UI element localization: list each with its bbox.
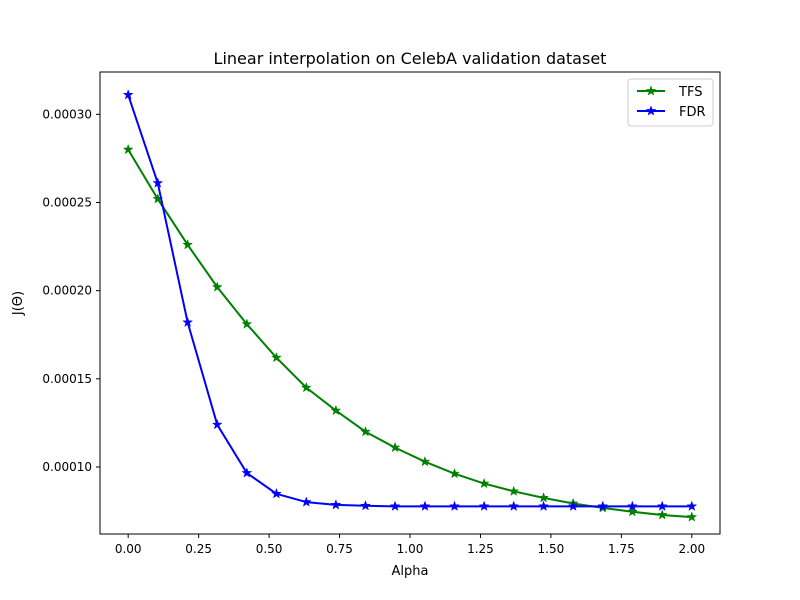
data-point — [478, 500, 490, 511]
data-point — [330, 499, 342, 510]
legend-marker — [645, 105, 657, 116]
x-tick-label: 0.25 — [185, 542, 212, 556]
y-tick-label: 0.00030 — [42, 107, 92, 121]
x-tick-label: 1.75 — [608, 542, 635, 556]
x-tick-label: 1.00 — [397, 542, 424, 556]
legend-marker — [645, 85, 657, 96]
data-point — [626, 500, 638, 511]
data-point — [389, 441, 401, 453]
x-tick-label: 2.00 — [678, 542, 705, 556]
data-point — [359, 425, 371, 437]
legend: TFS FDR — [627, 78, 714, 127]
y-tick-label: 0.00025 — [42, 195, 92, 209]
data-point — [419, 500, 431, 511]
legend-label: FDR — [679, 105, 706, 120]
data-point — [270, 351, 282, 363]
data-point — [419, 455, 431, 467]
data-point — [300, 496, 312, 507]
data-point — [211, 418, 223, 430]
data-point — [686, 500, 698, 511]
data-point — [182, 239, 194, 250]
data-point — [122, 89, 134, 100]
data-point — [656, 500, 668, 511]
data-point — [449, 500, 461, 511]
data-point — [359, 500, 371, 511]
series-fdr — [122, 89, 698, 511]
data-point — [152, 177, 164, 188]
data-point — [182, 316, 194, 328]
series-line-fdr — [127, 94, 692, 508]
plot-content — [122, 89, 698, 522]
x-tick-label: 0.50 — [256, 542, 283, 556]
data-point — [656, 509, 668, 520]
data-point — [241, 467, 253, 478]
y-axis-label: J(Θ) — [11, 291, 26, 316]
x-axis-label: Alpha — [392, 564, 429, 579]
data-point — [626, 506, 638, 517]
y-axis: 0.00010 0.00015 0.00020 0.00025 0.00030 — [42, 107, 100, 474]
data-point — [686, 511, 698, 522]
x-axis: 0.00 0.25 0.50 0.75 1.00 1.25 1.50 1.75 2.00 — [115, 534, 705, 556]
data-point — [508, 500, 520, 511]
y-tick-label: 0.00010 — [42, 460, 92, 474]
x-tick-label: 0.75 — [326, 542, 353, 556]
legend-label: TFS — [678, 85, 702, 100]
data-point — [538, 500, 550, 511]
data-point — [567, 500, 579, 511]
x-tick-label: 1.25 — [467, 542, 494, 556]
data-point — [389, 500, 401, 511]
data-point — [538, 492, 550, 503]
data-point — [478, 477, 490, 489]
data-point — [241, 318, 253, 329]
data-point — [508, 485, 520, 496]
chart-title: Linear interpolation on CelebA validatio… — [214, 49, 607, 68]
y-tick-label: 0.00015 — [42, 372, 92, 386]
data-point — [597, 500, 609, 511]
data-point — [300, 381, 312, 393]
data-point — [211, 281, 223, 292]
data-point — [449, 467, 461, 479]
data-point — [330, 404, 342, 416]
x-tick-label: 0.00 — [115, 542, 142, 556]
data-point — [122, 143, 134, 155]
x-tick-label: 1.50 — [538, 542, 565, 556]
data-point — [270, 488, 282, 499]
y-tick-label: 0.00020 — [42, 284, 92, 298]
